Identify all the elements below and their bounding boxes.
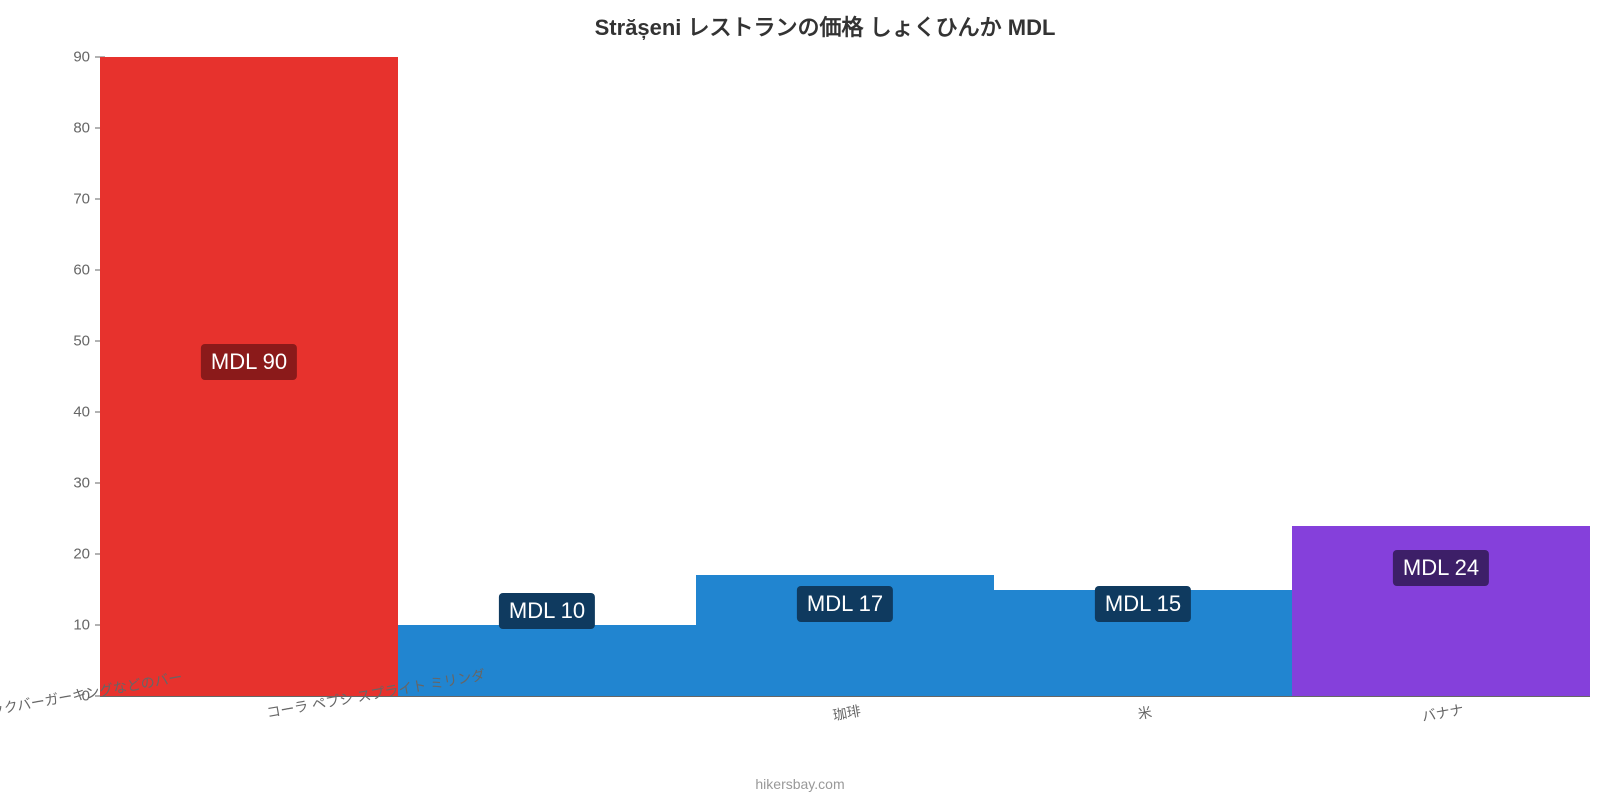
y-tick-label: 20 xyxy=(73,546,95,563)
bar-value-label: MDL 90 xyxy=(201,344,297,380)
y-tick-label: 90 xyxy=(73,49,95,66)
y-tick: 50 xyxy=(73,333,95,350)
y-tick-label: 50 xyxy=(73,333,95,350)
plot-area: 0102030405060708090 MDL 90MDL 10MDL 17MD… xyxy=(100,57,1590,697)
bar-slot: MDL 15 xyxy=(994,57,1292,696)
bar-value-label: MDL 17 xyxy=(797,586,893,622)
y-axis: 0102030405060708090 xyxy=(60,57,95,696)
x-tick-slot: マックバーガーキングなどのバー xyxy=(100,697,398,787)
y-tick: 70 xyxy=(73,191,95,208)
x-axis: マックバーガーキングなどのバーコーラ ペプシ スプライト ミリンダ 珈琲 米 バナナ xyxy=(100,697,1590,787)
x-tick-slot: コーラ ペプシ スプライト ミリンダ xyxy=(398,697,696,787)
bars-group: MDL 90 MDL 10 MDL 17 MDL 15 MDL 24 xyxy=(100,57,1590,696)
x-tick-slot: 珈琲 xyxy=(696,697,994,787)
bar-value-label: MDL 24 xyxy=(1393,550,1489,586)
bar-slot: MDL 17 xyxy=(696,57,994,696)
attribution: hikersbay.com xyxy=(755,776,844,792)
y-tick-label: 40 xyxy=(73,404,95,421)
x-tick-slot: 米 xyxy=(994,697,1292,787)
y-tick: 40 xyxy=(73,404,95,421)
y-tick-label: 30 xyxy=(73,475,95,492)
x-tick-label: 米 xyxy=(1136,702,1153,724)
bar-slot: MDL 24 xyxy=(1292,57,1590,696)
y-tick: 30 xyxy=(73,475,95,492)
x-tick-label: バナナ xyxy=(1420,699,1465,726)
y-tick-label: 60 xyxy=(73,262,95,279)
y-tick-label: 70 xyxy=(73,191,95,208)
y-tick: 80 xyxy=(73,120,95,137)
chart-title: Strășeni レストランの価格 しょくひんか MDL xyxy=(60,10,1590,42)
y-tick: 90 xyxy=(73,49,95,66)
bar-slot: MDL 90 xyxy=(100,57,398,696)
bar-slot: MDL 10 xyxy=(398,57,696,696)
y-tick: 60 xyxy=(73,262,95,279)
price-chart: Strășeni レストランの価格 しょくひんか MDL 01020304050… xyxy=(60,10,1590,790)
x-tick-slot: バナナ xyxy=(1292,697,1590,787)
y-tick: 10 xyxy=(73,617,95,634)
x-tick-label: 珈琲 xyxy=(831,701,862,726)
bar-value-label: MDL 10 xyxy=(499,593,595,629)
y-tick-label: 80 xyxy=(73,120,95,137)
bar-value-label: MDL 15 xyxy=(1095,586,1191,622)
y-tick-label: 10 xyxy=(73,617,95,634)
y-tick: 20 xyxy=(73,546,95,563)
